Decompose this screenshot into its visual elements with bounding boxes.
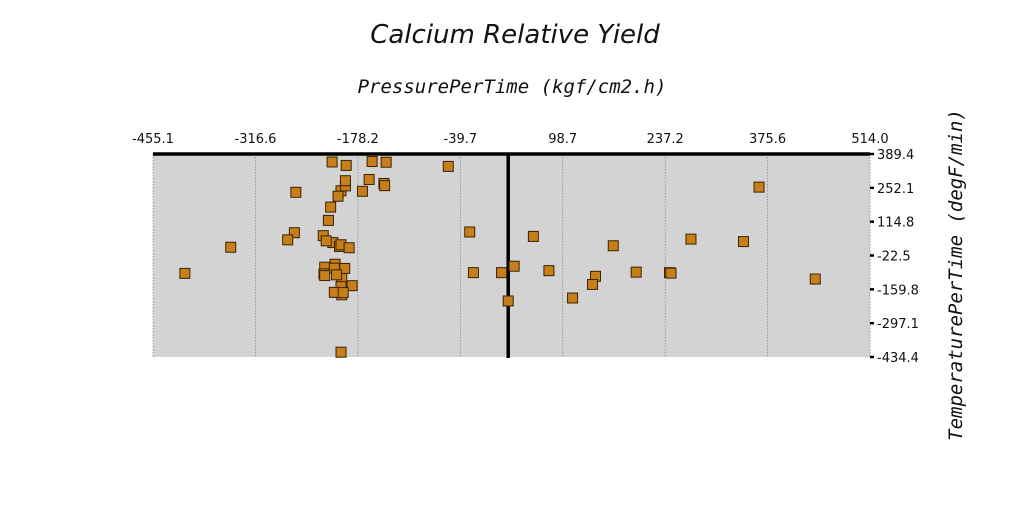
- data-point: [179, 267, 191, 279]
- data-point: [290, 186, 302, 198]
- y-tick-label: -22.5: [877, 250, 911, 265]
- data-point: [335, 346, 347, 358]
- x-tick-label: -455.1: [132, 132, 174, 147]
- chart-title: Calcium Relative Yield: [370, 20, 660, 50]
- data-point: [527, 230, 539, 242]
- data-point: [464, 226, 476, 238]
- y-tick-label: -159.8: [877, 283, 919, 298]
- data-point: [225, 241, 237, 253]
- x-tick-label: 514.0: [851, 132, 888, 147]
- data-point: [339, 175, 351, 187]
- data-point: [340, 159, 352, 171]
- data-point: [332, 190, 344, 202]
- data-point: [320, 235, 332, 247]
- data-point: [685, 233, 697, 245]
- y-tick-label: 252.1: [877, 182, 914, 197]
- data-point: [326, 156, 338, 168]
- data-point: [379, 180, 391, 192]
- data-point: [337, 287, 349, 299]
- data-point: [319, 270, 331, 282]
- data-point: [809, 273, 821, 285]
- data-point: [322, 214, 334, 226]
- data-point: [753, 181, 765, 193]
- y-tick-label: 114.8: [877, 216, 914, 231]
- data-point: [325, 201, 337, 213]
- data-point: [737, 236, 749, 248]
- x-tick-label: -178.2: [337, 132, 379, 147]
- x-tick-label: 375.6: [749, 132, 786, 147]
- data-point: [282, 234, 294, 246]
- y-tick-label: -434.4: [877, 351, 919, 366]
- x-tick-label: 237.2: [647, 132, 684, 147]
- data-point: [366, 155, 378, 167]
- x-axis-label: PressurePerTime (kgf/cm2.h): [358, 76, 667, 98]
- data-point: [363, 173, 375, 185]
- data-point: [496, 267, 508, 279]
- x-tick-label: -39.7: [444, 132, 478, 147]
- data-point: [508, 260, 520, 272]
- data-point: [356, 185, 368, 197]
- data-point: [467, 267, 479, 279]
- data-point: [607, 240, 619, 252]
- y-tick-label: 389.4: [877, 148, 914, 163]
- plot-background: [153, 154, 870, 357]
- data-point: [567, 292, 579, 304]
- data-point: [665, 267, 677, 279]
- y-axis-label: TemperaturePerTime (degF/min): [945, 109, 967, 441]
- data-point: [288, 227, 300, 239]
- x-tick-label: 98.7: [548, 132, 577, 147]
- data-point: [502, 295, 514, 307]
- plot-area: -455.1 -316.6 -178.2 -39.7 98.7 237.2 375.6 514…: [132, 132, 919, 366]
- data-point: [380, 156, 392, 168]
- y-tick-label: -297.1: [877, 317, 919, 332]
- data-point: [630, 266, 642, 278]
- data-point: [543, 265, 555, 277]
- data-point: [343, 242, 355, 254]
- data-point: [346, 280, 358, 292]
- x-tick-label: -316.6: [235, 132, 277, 147]
- data-point: [442, 160, 454, 172]
- data-point: [587, 278, 599, 290]
- data-point: [331, 269, 343, 281]
